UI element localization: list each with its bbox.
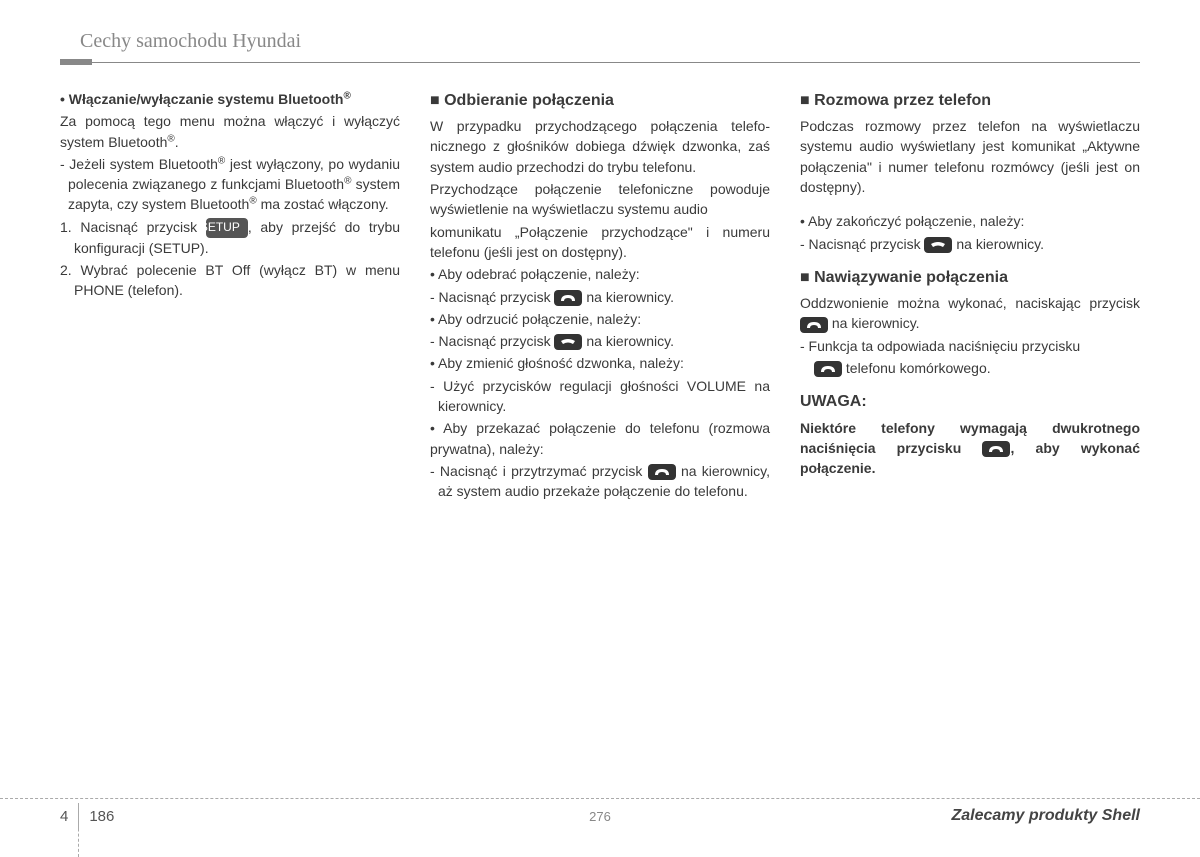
footer: 4 186 276 Zalecamy produkty Shell <box>0 798 1200 829</box>
notice-text: Niektóre telefony wymagają dwukrotnego n… <box>800 418 1140 479</box>
c3-b1a: - Nacisnąć przycisk na kierownicy. <box>800 234 1140 254</box>
bt-step-1: 1. Nacisnąć przycisk SETUP, aby przejść … <box>60 217 400 258</box>
phone-pickup-icon <box>814 361 842 377</box>
receive-call-heading: ■ Odbieranie połączenia <box>430 89 770 112</box>
bt-dash-1: - Jeżeli system Bluetooth® jest wyłączon… <box>60 154 400 215</box>
phone-hangup-icon <box>554 334 582 350</box>
c3-p2-post: na kierownicy. <box>828 315 920 331</box>
phone-hangup-icon <box>924 237 952 253</box>
bt-toggle-heading: • Włączanie/wyłączanie systemu Bluetooth… <box>60 89 400 109</box>
phone-pickup-icon <box>648 464 676 480</box>
c2-b3: • Aby zmienić głośność dzwonka, należy: <box>430 353 770 373</box>
reg-mark: ® <box>343 90 350 101</box>
c3-b1a-post: na kierownicy. <box>952 236 1044 252</box>
make-call-heading: ■ Nawiązywanie połączenia <box>800 266 1140 289</box>
footer-inner: 4 186 276 Zalecamy produkty Shell <box>0 803 1200 829</box>
c2-b4a-pre: - Nacisnąć i przytrzymać przycisk <box>430 463 648 479</box>
bt-step-2: 2. Wybrać polecenie BT Off (wyłącz BT) w… <box>60 260 400 301</box>
phone-pickup-icon <box>554 290 582 306</box>
c3-p2: Oddzwonienie można wykonać, naciskając p… <box>800 293 1140 334</box>
footer-vertical-dash <box>78 803 79 857</box>
c3-p3: - Funkcja ta odpowiada naciśnięciu przyc… <box>800 336 1140 356</box>
spacer <box>800 199 1140 211</box>
step1-pre: 1. Nacisnąć przycisk <box>60 219 206 235</box>
column-3: ■ Rozmowa przez telefon Podczas rozmowy … <box>800 89 1140 504</box>
column-1: • Włączanie/wyłączanie systemu Bluetooth… <box>60 89 400 504</box>
bt-para-1: Za pomocą tego menu można włączyć i wyłą… <box>60 111 400 152</box>
c2-b4: • Aby przekazać połączenie do telefonu (… <box>430 418 770 459</box>
phone-pickup-icon <box>800 317 828 333</box>
spacer <box>800 256 1140 266</box>
c2-b1a-post: na kierownicy. <box>582 289 674 305</box>
bt-p1b: . <box>175 134 179 150</box>
column-2: ■ Odbieranie połączenia W przypadku przy… <box>430 89 770 504</box>
c3-p2-pre: Oddzwonienie można wykonać, naciskając p… <box>800 295 1140 311</box>
receive-head-text: Odbieranie połączenia <box>444 92 614 109</box>
bt-title-text: • Włączanie/wyłączanie systemu Bluetooth <box>60 91 343 107</box>
c2-p3: komunikatu „Połączenie przychodzące" i n… <box>430 222 770 263</box>
page-title: Cechy samochodu Hyundai <box>60 30 1140 59</box>
footer-center: 276 <box>589 809 611 824</box>
reg-mark: ® <box>249 196 256 207</box>
c2-b2a: - Nacisnąć przycisk na kierownicy. <box>430 331 770 351</box>
chapter-number: 4 <box>60 808 68 825</box>
page-number: 186 <box>89 808 114 825</box>
d1a: - Jeżeli system Bluetooth <box>60 156 218 172</box>
c2-p2: Przychodzące połączenie telefoniczne pow… <box>430 179 770 220</box>
c2-b2a-pre: - Nacisnąć przycisk <box>430 333 554 349</box>
c3-b1: • Aby zakończyć połączenie, należy: <box>800 211 1140 231</box>
make-head-text: Nawiązywanie połączenia <box>814 269 1008 286</box>
c2-b1a-pre: - Nacisnąć przycisk <box>430 289 554 305</box>
c3-p3b-text: telefonu komórkowego. <box>842 360 991 376</box>
talk-head-text: Rozmowa przez telefon <box>814 92 991 109</box>
columns: • Włączanie/wyłączanie systemu Bluetooth… <box>60 89 1140 504</box>
header-rule <box>60 59 1140 65</box>
talk-phone-heading: ■ Rozmowa przez telefon <box>800 89 1140 112</box>
c2-b3a: - Użyć przycisków regulacji głośności VO… <box>430 376 770 417</box>
setup-button-icon: SETUP <box>206 218 248 237</box>
rule-thick <box>60 59 92 65</box>
c3-b1a-pre: - Nacisnąć przycisk <box>800 236 924 252</box>
c2-b1: • Aby odebrać połączenie, należy: <box>430 264 770 284</box>
c3-p1: Podczas rozmowy przez telefon na wyświet… <box>800 116 1140 197</box>
footer-right: Zalecamy produkty Shell <box>951 807 1140 825</box>
c2-p1: W przypadku przychodzącego połączenia te… <box>430 116 770 177</box>
bt-p1a: Za pomocą tego menu można włączyć i wyłą… <box>60 113 400 149</box>
rule-thin <box>92 62 1140 63</box>
c2-b2: • Aby odrzucić połączenie, należy: <box>430 309 770 329</box>
c2-b1a: - Nacisnąć przycisk na kierownicy. <box>430 287 770 307</box>
c2-b2a-post: na kierownicy. <box>582 333 674 349</box>
c2-b4a: - Nacisnąć i przytrzymać przycisk na kie… <box>430 461 770 502</box>
footer-left: 4 186 <box>60 803 114 829</box>
page: Cechy samochodu Hyundai • Włączanie/wyłą… <box>0 0 1200 847</box>
reg-mark: ® <box>167 133 174 144</box>
phone-pickup-icon <box>982 441 1010 457</box>
d1d: ma zostać włączony. <box>257 196 389 212</box>
notice-heading: UWAGA: <box>800 390 1140 413</box>
c3-p3b: telefonu komórkowego. <box>800 358 1140 378</box>
